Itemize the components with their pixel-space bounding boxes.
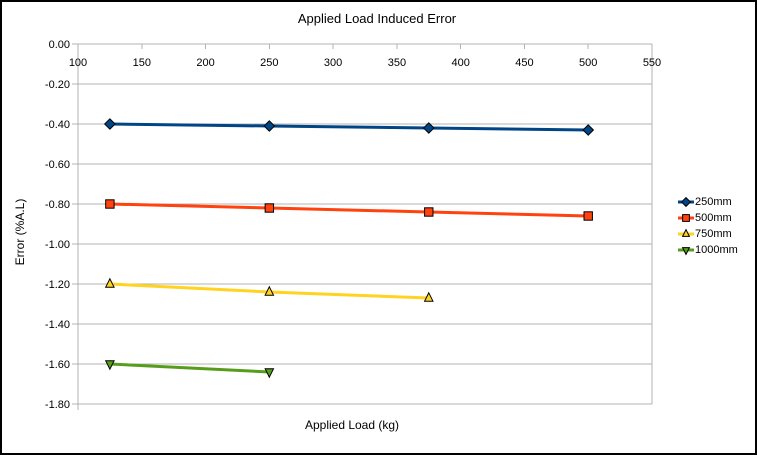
legend-marker-triangle-up-icon	[678, 228, 694, 237]
legend-marker	[681, 228, 691, 237]
x-tick-label: 400	[451, 57, 469, 69]
x-axis-title: Applied Load (kg)	[304, 418, 400, 432]
legend-label: 500mm	[695, 212, 732, 224]
series-line-500mm	[109, 202, 589, 218]
series-marker-250mm	[103, 118, 116, 130]
legend-label: 750mm	[695, 228, 732, 240]
legend-item-250mm: 250mm	[678, 194, 738, 210]
series-marker-750mm	[104, 277, 115, 288]
x-tick-label: 550	[643, 57, 661, 69]
y-tick-label: -1.00	[45, 239, 70, 251]
x-tick-label: 100	[69, 57, 87, 69]
x-tick-label: 200	[196, 57, 214, 69]
x-tick-label: 150	[133, 57, 151, 69]
legend-marker	[681, 247, 691, 256]
legend-marker-diamond-icon	[678, 196, 694, 208]
legend-marker-triangle-down-icon	[678, 247, 694, 256]
x-tick-label: 450	[515, 57, 533, 69]
series-marker-500mm	[583, 211, 593, 221]
legend-label: 1000mm	[695, 244, 738, 256]
x-tick-label: 250	[260, 57, 278, 69]
y-tick-label: -0.60	[45, 159, 70, 171]
x-tick-label: 300	[324, 57, 342, 69]
y-tick-label: 0.00	[49, 39, 70, 51]
y-tick-label: -1.60	[45, 359, 70, 371]
legend-marker-square-icon	[678, 214, 694, 222]
series-marker-500mm	[105, 199, 115, 209]
series-marker-750mm	[264, 285, 275, 296]
chart-title: Applied Load Induced Error	[297, 11, 457, 26]
y-tick-label: -0.80	[45, 199, 70, 211]
y-tick-label: -0.40	[45, 119, 70, 131]
y-tick-label: -0.20	[45, 79, 70, 91]
series-marker-1000mm	[264, 368, 275, 379]
series-line-1000mm	[109, 362, 270, 374]
series-marker-1000mm	[104, 360, 115, 371]
series-marker-250mm	[422, 122, 435, 134]
x-tick-label: 350	[388, 57, 406, 69]
legend-marker	[682, 214, 690, 222]
legend-marker	[680, 196, 692, 208]
x-tick-label: 500	[579, 57, 597, 69]
legend-item-500mm: 500mm	[678, 210, 738, 226]
series-marker-750mm	[423, 291, 434, 302]
y-tick-label: -1.40	[45, 319, 70, 331]
series-marker-250mm	[263, 120, 276, 132]
y-tick-label: -1.80	[45, 399, 70, 411]
legend-item-750mm: 750mm	[678, 226, 738, 242]
series-marker-500mm	[264, 203, 275, 213]
series-marker-500mm	[424, 207, 434, 217]
y-tick-label: -1.20	[45, 279, 70, 291]
legend: 250mm 500mm 750mm 1000mm	[678, 194, 738, 258]
series-marker-250mm	[582, 124, 595, 136]
legend-label: 250mm	[695, 196, 732, 208]
series-line-250mm	[109, 122, 589, 132]
legend-item-1000mm: 1000mm	[678, 242, 738, 258]
